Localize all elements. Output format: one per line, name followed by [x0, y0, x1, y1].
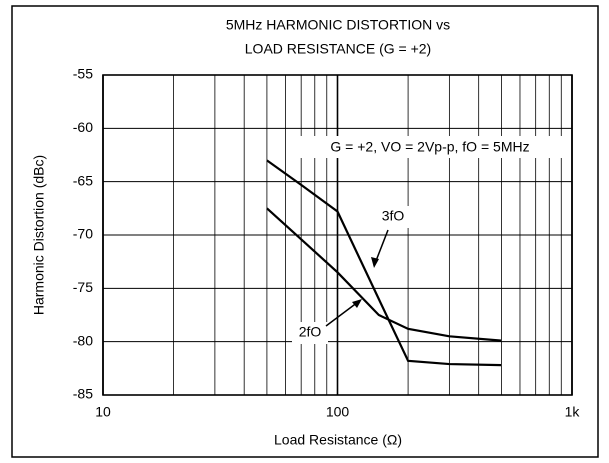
annotation-bg	[294, 136, 566, 158]
y-tick-label: -70	[73, 226, 93, 242]
x-tick-label: 100	[326, 404, 350, 420]
chart-title: LOAD RESISTANCE (G = +2)	[245, 41, 431, 57]
label-bg	[376, 206, 410, 228]
arrow-head	[352, 299, 362, 308]
line	[266, 207, 502, 342]
y-tick-label: -85	[73, 386, 93, 402]
plot-border	[102, 74, 573, 396]
annotation: G = +2, VO = 2Vp-p, fO = 5MHz	[330, 139, 529, 155]
arrow	[325, 301, 359, 327]
y-tick-label: -60	[73, 119, 93, 135]
y-axis-label: Harmonic Distortion (dBc)	[31, 155, 47, 315]
y-tick-label: -75	[73, 279, 93, 295]
label-bg	[292, 322, 328, 344]
x-tick-label: 10	[95, 404, 111, 420]
x-tick-label: 1k	[565, 404, 581, 420]
series-label: 2fO	[299, 324, 322, 340]
frame	[11, 5, 599, 458]
line	[266, 159, 502, 367]
y-tick-label: -80	[73, 332, 93, 348]
series-label: 3fO	[382, 208, 405, 224]
arrow-head	[371, 257, 379, 268]
chart-title: 5MHz HARMONIC DISTORTION vs	[226, 17, 450, 33]
x-axis-label: Load Resistance (Ω)	[274, 432, 402, 448]
y-tick-label: -65	[73, 172, 93, 188]
y-tick-label: -55	[73, 66, 93, 82]
